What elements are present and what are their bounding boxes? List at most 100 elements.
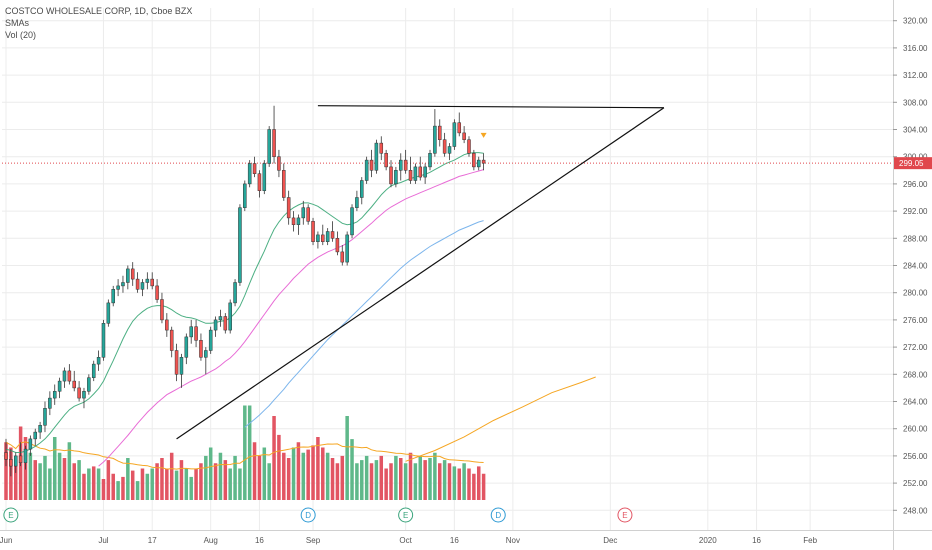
volume-bar xyxy=(442,460,447,500)
candle-body xyxy=(48,397,52,409)
candle-body xyxy=(433,125,437,154)
volume-bar xyxy=(43,455,47,500)
candle-body xyxy=(384,153,388,168)
volume-bar xyxy=(384,468,388,500)
candle-body xyxy=(238,207,242,283)
y-tick-label: 272.00 xyxy=(903,343,928,352)
candle-body xyxy=(4,452,8,460)
candle-body xyxy=(169,329,174,351)
event-marker-circle xyxy=(398,507,414,523)
y-tick-label: 288.00 xyxy=(903,234,928,243)
volume-bar xyxy=(160,458,164,500)
candle-body xyxy=(28,438,33,450)
y-tick-label: 248.00 xyxy=(903,506,928,515)
volume-bar xyxy=(96,468,101,500)
candle-body xyxy=(77,387,81,399)
candle-body xyxy=(394,170,398,185)
symbol-title[interactable]: COSTCO WHOLESALE CORP, 1D, Cboe BZX xyxy=(5,6,193,16)
volume-bar xyxy=(199,463,203,500)
volume-bar xyxy=(67,442,72,500)
x-tick-label: Dec xyxy=(603,536,617,545)
candle-body xyxy=(82,391,86,399)
volume-bar xyxy=(243,405,247,500)
event-marker-label: D xyxy=(495,511,501,520)
y-tick-label: 276.00 xyxy=(903,316,928,325)
volume-bar xyxy=(272,416,276,500)
candle-body xyxy=(272,129,276,157)
volume-bar xyxy=(87,468,91,500)
sma-green-line xyxy=(5,152,484,453)
volume-bar xyxy=(52,437,57,500)
volume-bar xyxy=(145,473,150,500)
trendline xyxy=(317,105,664,109)
candle-body xyxy=(184,336,189,358)
candle-body xyxy=(316,234,320,242)
volume-bar xyxy=(233,455,237,500)
volume-bar xyxy=(428,458,432,500)
candle-body xyxy=(301,207,306,219)
volume-bar xyxy=(447,463,452,500)
candle-body xyxy=(457,122,462,134)
y-tick-label: 268.00 xyxy=(903,370,928,379)
volume-bar xyxy=(179,460,184,500)
candle-body xyxy=(101,323,106,358)
volume-bar xyxy=(437,463,442,500)
time-axis[interactable]: Jun Jul 17 Aug 16 Sep Oct 16 Nov Dec 2020 16 Feb xyxy=(0,536,818,545)
candle-body xyxy=(150,278,154,287)
y-tick-label: 264.00 xyxy=(903,398,928,407)
y-tick-label: 312.00 xyxy=(903,71,928,80)
candle-body xyxy=(481,159,486,164)
volume-bar xyxy=(238,468,242,500)
event-marker-label: E xyxy=(622,511,627,520)
candle-body xyxy=(413,166,418,181)
candle-body xyxy=(345,234,349,263)
volume-bar xyxy=(165,468,169,500)
volume-bars xyxy=(4,405,486,500)
candle-body xyxy=(462,132,466,140)
volume-bar xyxy=(77,460,81,500)
volume-bar xyxy=(418,455,423,500)
volume-bar xyxy=(330,458,335,500)
candle-body xyxy=(472,153,476,168)
volume-bar xyxy=(301,452,306,500)
event-marker-label: E xyxy=(403,511,408,520)
event-marker-circle xyxy=(490,507,506,523)
candle-body xyxy=(233,282,237,304)
indicator-smas-label[interactable]: SMAs xyxy=(5,18,30,28)
candle-body xyxy=(189,326,193,338)
candle-body xyxy=(213,319,218,331)
volume-bar xyxy=(433,452,437,500)
candle-body xyxy=(282,170,286,198)
volume-bar xyxy=(335,463,340,500)
candle-body xyxy=(87,377,91,392)
candle-body xyxy=(160,299,164,321)
candle-body xyxy=(452,122,457,147)
volume-bar xyxy=(169,452,174,500)
candle-body xyxy=(306,207,310,222)
candle-body xyxy=(228,302,232,331)
volume-bar xyxy=(394,455,398,500)
y-tick-label: 280.00 xyxy=(903,289,928,298)
indicator-volume-label[interactable]: Vol (20) xyxy=(5,30,37,40)
trendlines[interactable] xyxy=(176,105,665,440)
x-tick-label: Jul xyxy=(98,536,108,545)
volume-bar xyxy=(82,473,86,500)
volume-bar xyxy=(213,463,218,500)
candle-body xyxy=(403,159,408,171)
volume-bar xyxy=(462,463,466,500)
event-marker-circle xyxy=(300,507,316,523)
candle-body xyxy=(423,166,427,178)
volume-bar xyxy=(111,473,115,500)
volume-bar xyxy=(321,447,325,500)
volume-bar xyxy=(189,476,193,500)
candle-body xyxy=(18,455,23,463)
y-tick-label: 296.00 xyxy=(903,180,928,189)
candle-body xyxy=(262,163,267,191)
candle-body xyxy=(374,142,379,171)
candle-body xyxy=(355,197,359,208)
last-price-label: 299.05 xyxy=(899,159,924,168)
x-tick-label: 16 xyxy=(450,536,459,545)
